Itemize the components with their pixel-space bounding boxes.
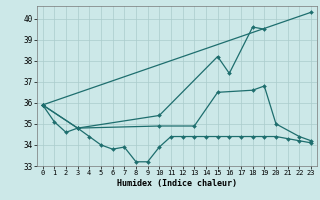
X-axis label: Humidex (Indice chaleur): Humidex (Indice chaleur) xyxy=(117,179,237,188)
